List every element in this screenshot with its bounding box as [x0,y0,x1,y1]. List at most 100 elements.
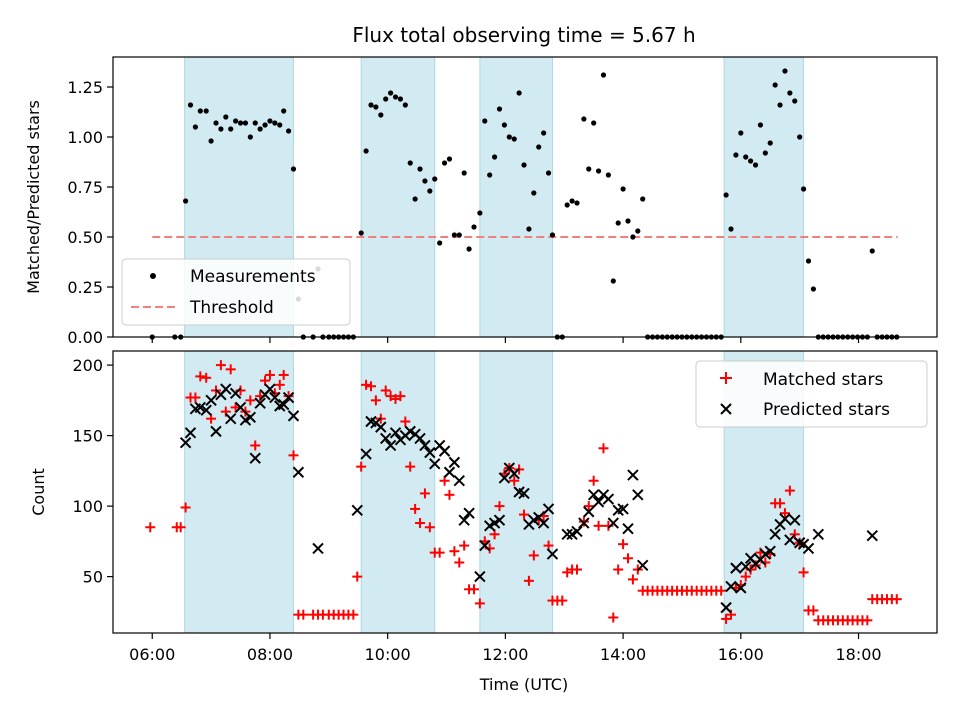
predicted-star-point [720,601,732,614]
predicted-star-mark [312,542,324,555]
measurement-point [466,246,472,252]
predicted-star-point [282,391,295,404]
matched-star-point [618,539,629,550]
predicted-star-point [812,528,825,541]
y-tick-label: 200 [72,356,103,375]
matched-star-point [784,485,795,496]
measurement-point [383,96,389,102]
predicted-star-mark [744,552,757,564]
y-tick-label: 150 [72,427,103,446]
matched-star-point [627,574,638,585]
matched-star-point [206,413,217,424]
predicted-star-point [312,542,324,555]
predicted-star-point [453,475,465,487]
measurement-point [262,122,268,128]
predicted-star-mark [561,528,573,541]
predicted-star-mark [508,467,520,480]
bottom-panel: 50 100 150 200 06:00 08:00 10:00 12:00 14:00 16:… [29,350,938,694]
predicted-star-point [249,452,261,464]
predicted-star-point [194,401,207,414]
predicted-star-point [277,398,290,411]
predicted-star-mark [360,448,372,460]
matched-star-point [613,564,624,575]
predicted-star-mark [379,432,392,445]
predicted-star-mark [637,559,649,572]
predicted-star-point [184,427,197,439]
predicted-star-mark [448,456,461,469]
measurement-point [762,150,768,156]
predicted-star-point [735,582,747,594]
predicted-star-mark [866,530,878,542]
measurement-point [233,118,239,124]
shaded-interval-4 [723,56,805,338]
measurement-point [569,198,575,204]
measurement-point [805,258,812,264]
measurement-point [272,120,278,126]
y-tick-label: 0.25 [67,278,103,297]
matched-star-point [400,416,411,427]
predicted-star-point [587,489,600,501]
predicted-star-mark [443,466,456,478]
measurement-point [595,168,602,174]
measurement-point [777,102,783,108]
predicted-star-point [571,525,583,538]
measurement-point [581,116,587,122]
matched-star-point [356,461,367,472]
x-tick-label: 12:00 [482,645,528,664]
measurement-point [203,108,209,114]
matched-star-point [298,609,309,620]
predicted-star-mark [179,436,192,449]
predicted-star-mark [740,561,752,573]
measurement-point [432,176,438,182]
matched-star-point [808,605,819,616]
matched-star-point [779,508,790,519]
matched-star-point [274,379,285,390]
predicted-star-point [498,472,511,484]
predicted-star-mark [292,466,305,478]
predicted-star-point [542,503,555,515]
predicted-star-point [448,456,461,469]
predicted-star-mark [479,539,491,552]
measurement-point [252,120,258,126]
legend-matched-marker [720,372,732,384]
predicted-star-point [740,561,752,573]
predicted-star-mark [249,452,261,464]
measurement-point [615,220,621,226]
matched-star-point [250,440,261,451]
predicted-star-point [602,493,615,505]
measurement-point [213,120,219,126]
predicted-star-mark [607,517,619,529]
matched-star-point [410,503,421,514]
measurement-point [277,122,283,128]
predicted-star-point [225,412,237,425]
measurement-point [630,234,636,240]
predicted-star-mark [282,391,295,404]
measurement-point [810,286,817,292]
matched-star-point [405,461,416,472]
matched-star-point [190,392,201,403]
predicted-star-mark [200,404,212,416]
measurement-point [728,226,734,232]
legend-predicted-label: Predicted stars [763,400,890,420]
predicted-star-point [764,545,776,557]
measurement-point [237,120,244,126]
matched-star-point [593,520,604,531]
measurement-point [285,128,292,134]
predicted-star-mark [419,439,431,452]
measurement-point [564,202,570,208]
measurement-point [549,232,556,238]
chart-title: Flux total observing time = 5.67 h [352,23,695,47]
predicted-star-mark [587,489,600,501]
predicted-star-point [229,387,242,400]
predicted-star-point [384,439,397,452]
measurement-point [407,160,413,166]
measurement-point [417,166,423,172]
bottom-y-axis-label: Count [29,468,48,516]
measurement-point [501,122,507,128]
predicted-star-point [389,427,402,439]
matched-star-point [444,489,455,500]
measurement-point [456,232,462,238]
matched-star-point [380,385,391,396]
predicted-star-point [725,580,737,593]
predicted-star-mark [802,542,815,555]
